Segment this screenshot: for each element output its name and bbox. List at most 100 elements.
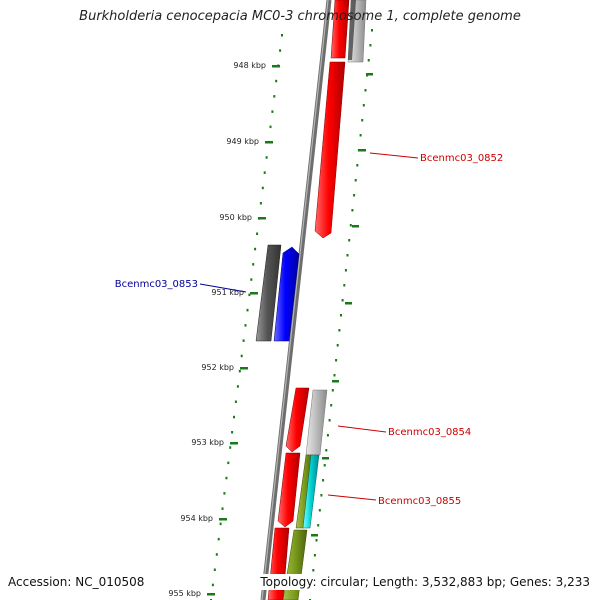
topology-text: Topology: circular; Length: 3,532,883 bp… (258, 574, 592, 590)
ruler-dot (341, 299, 344, 302)
gene-label-0852[interactable]: Bcenmc03_0852 (369, 152, 503, 164)
ruler-dot (236, 385, 239, 388)
tick-951 (250, 292, 258, 295)
gene-feature-bcenmc03-0855[interactable] (302, 454, 320, 529)
ruler-dot (225, 476, 228, 480)
leader-line-0853 (199, 283, 247, 293)
ruler-dot (323, 464, 326, 467)
ruler-dot (244, 324, 247, 327)
ruler-dot (252, 263, 255, 266)
ruler-dot (223, 492, 226, 495)
ruler-dot (217, 537, 220, 541)
accession-text: Accession: NC_010508 (6, 574, 147, 590)
gene-feature-bcenmc03-0852[interactable] (314, 61, 346, 239)
tick-label-954: 954 kbp (180, 514, 213, 523)
ruler-dot (320, 494, 323, 497)
gene-label-text-0854[interactable]: Bcenmc03_0854 (388, 427, 471, 438)
ruler-dot (240, 354, 243, 358)
map-title: Burkholderia cenocepacia MC0-3 chromosom… (79, 9, 521, 24)
ruler-dot (317, 524, 320, 527)
ruler-dot (263, 171, 266, 174)
ruler-dot (231, 431, 234, 434)
ruler-dot (259, 202, 262, 205)
ruler-dot (336, 344, 339, 347)
chromosome-backbone (260, 0, 332, 600)
ruler-dot (331, 389, 334, 392)
ruler-dot (315, 539, 318, 542)
ruler-dot (367, 59, 370, 62)
ruler-dot (356, 164, 359, 167)
ruler-dot (273, 95, 276, 98)
ruler-dot (348, 239, 351, 242)
gene-feature-grey-0853[interactable] (255, 244, 282, 342)
ruler-dot (346, 254, 349, 257)
ruler-dot (269, 125, 272, 129)
leader-line-0852 (369, 152, 419, 159)
gene-feature-bcenmc03-0854-red[interactable] (285, 387, 310, 453)
leader-line-0854 (337, 425, 387, 433)
gene-feature-dark-top[interactable] (348, 0, 356, 60)
gene-label-0853[interactable]: Bcenmc03_0853 (115, 279, 247, 293)
ruler-dot (354, 179, 357, 182)
ruler-dot (275, 79, 278, 83)
ruler-dot (215, 553, 218, 556)
gene-features (255, 0, 367, 600)
tick-955 (207, 593, 215, 596)
gene-label-0855[interactable]: Bcenmc03_0855 (327, 494, 461, 507)
gene-label-text-0855[interactable]: Bcenmc03_0855 (378, 496, 461, 507)
tick-label-952: 952 kbp (201, 363, 234, 372)
ruler-dot (254, 247, 257, 251)
ruler-dot (351, 209, 354, 212)
tick-954 (219, 518, 227, 521)
ruler-dot (328, 419, 331, 422)
outer-tick-marks (311, 73, 373, 537)
gene-feature-bcenmc03-0854[interactable] (305, 389, 328, 456)
gene-feature-red-lower[interactable] (277, 452, 301, 528)
tick-953 (230, 442, 238, 445)
tick-label-950: 950 kbp (219, 213, 252, 222)
ruler-dot (246, 308, 249, 312)
ruler-dot (349, 224, 352, 227)
ruler-dot (271, 110, 274, 113)
ruler-dot (248, 293, 251, 297)
tick-label-948: 948 kbp (233, 61, 266, 70)
gene-feature-red-top[interactable] (330, 0, 350, 59)
ruler-dot (250, 278, 253, 281)
ruler-dot (234, 400, 237, 403)
ruler-dot (322, 479, 325, 482)
tick-948 (272, 65, 280, 68)
tick-label-951: 951 kbp (211, 288, 244, 297)
ruler-dot (219, 522, 222, 526)
tick-952 (240, 367, 248, 370)
ruler-dot (213, 568, 216, 571)
ruler-dot (344, 269, 347, 272)
ruler-dot (261, 186, 264, 190)
ruler-dot (229, 446, 232, 449)
ruler-dot (330, 404, 333, 407)
ruler-dot (281, 34, 283, 37)
ruler-dot (238, 369, 241, 373)
ruler-dot (359, 134, 362, 137)
ruler-dot (325, 449, 328, 452)
ruler-dot (357, 149, 360, 152)
gene-label-text-0852[interactable]: Bcenmc03_0852 (420, 153, 503, 164)
ruler-dot (340, 314, 342, 317)
ruler-dot (221, 507, 224, 510)
ruler-dot (362, 104, 365, 107)
coordinate-ticks: 948 kbp 949 kbp 950 kbp 951 kbp 952 kbp … (168, 61, 280, 598)
ruler-dot (256, 232, 259, 235)
ruler-dot (279, 49, 282, 52)
ruler-dot (318, 509, 321, 512)
gene-label-0854[interactable]: Bcenmc03_0854 (337, 425, 471, 438)
ruler-dot (312, 569, 315, 572)
leader-line-0855 (327, 494, 377, 501)
gene-feature-bcenmc03-0853[interactable] (273, 246, 300, 342)
ruler-dot (326, 434, 329, 437)
gene-label-text-0853[interactable]: Bcenmc03_0853 (115, 279, 198, 290)
tick-label-953: 953 kbp (191, 438, 224, 447)
ruler-dot (265, 156, 268, 159)
ruler-dot (371, 29, 373, 32)
tick-label-955: 955 kbp (168, 589, 201, 598)
